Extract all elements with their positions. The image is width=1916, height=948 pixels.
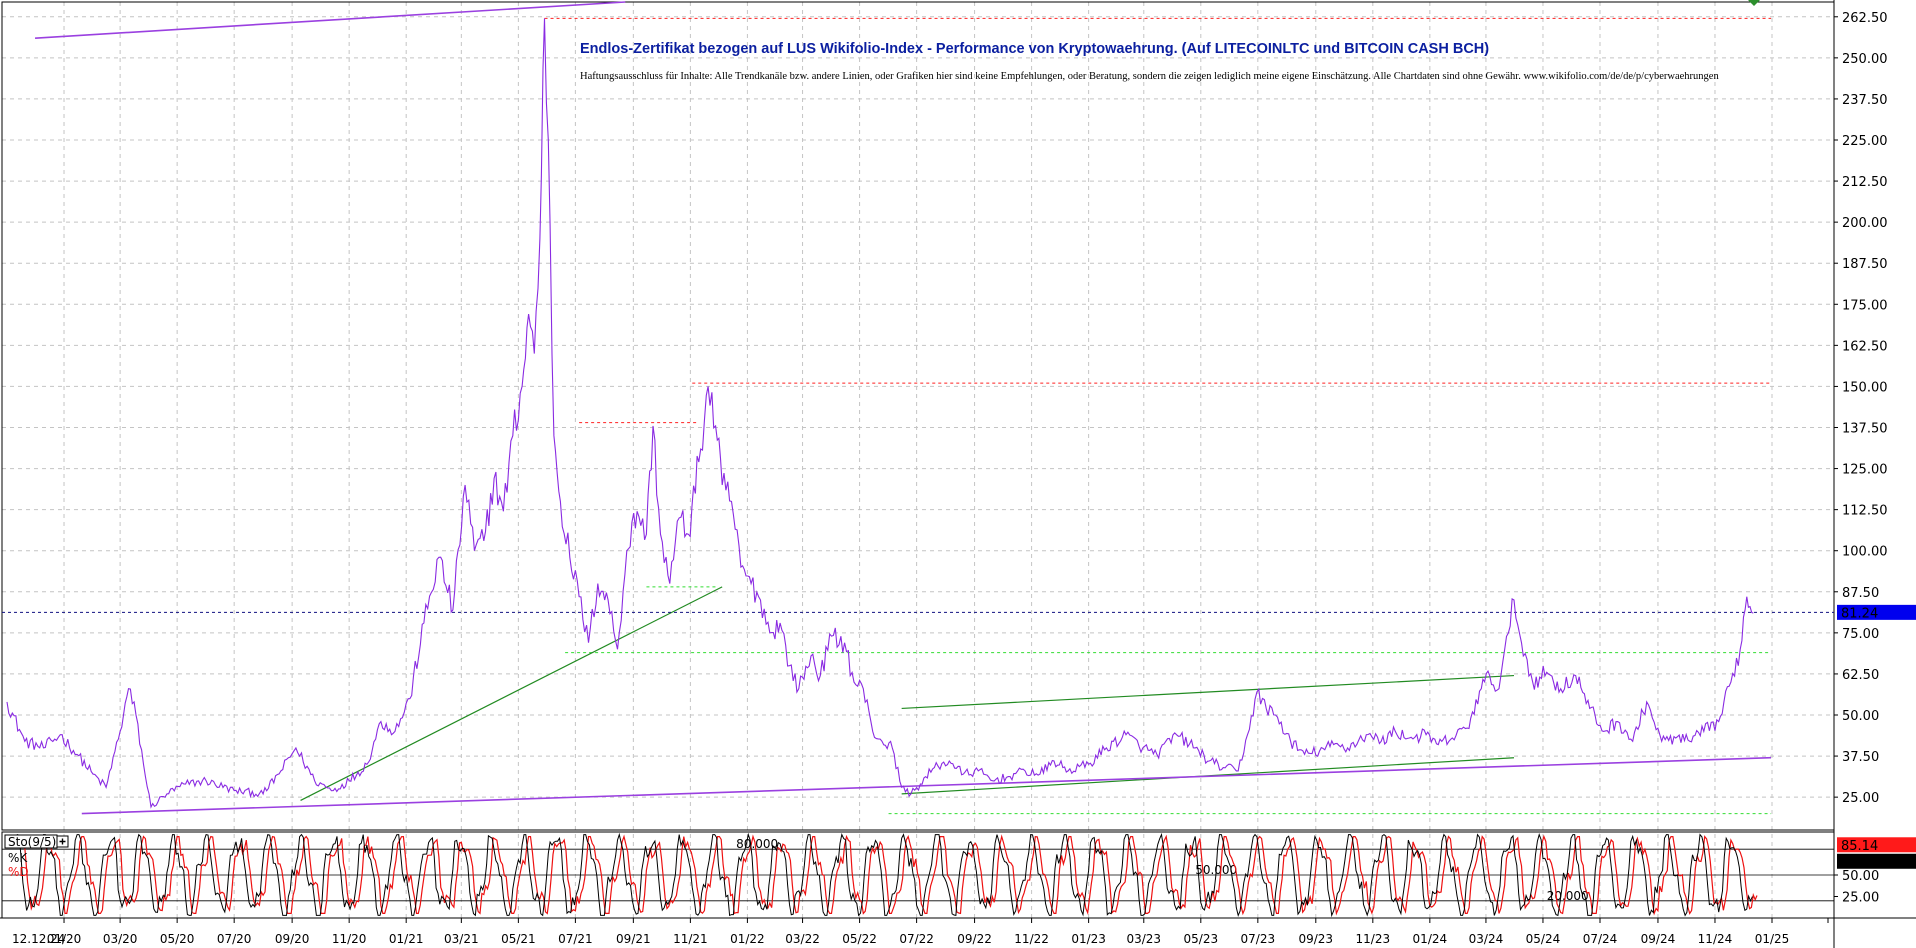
x-tick-label: 05/22 <box>842 932 877 946</box>
y-tick-label: 162.50 <box>1842 339 1888 354</box>
y-axis: 25.00 37.50 50.00 62.50 75.00 87.50 100.00 112.… <box>1834 11 1888 806</box>
y-tick-label: 25.00 <box>1842 791 1879 806</box>
x-tick-label: 05/20 <box>160 932 195 946</box>
last-value-badge <box>1837 604 1916 620</box>
trend-line <box>300 586 723 801</box>
x-tick-label: 11/22 <box>1014 932 1049 946</box>
stochastic-level-label: 20.000 <box>1547 889 1589 903</box>
x-tick-label: 07/22 <box>899 932 934 946</box>
x-tick-label: 11/21 <box>673 932 708 946</box>
x-tick-label: 11/20 <box>332 932 367 946</box>
chart-title: Endlos-Zertifikat bezogen auf LUS Wikifo… <box>580 41 1489 57</box>
y-tick-label: 212.50 <box>1842 175 1888 190</box>
x-tick-label: 09/23 <box>1298 932 1333 946</box>
chart-disclaimer: Haftungsausschluss für Inhalte: Alle Tre… <box>580 71 1719 82</box>
y-tick-label: 100.00 <box>1842 545 1888 560</box>
stochastic-k-value: 65.97 <box>1841 855 1878 870</box>
stochastic-d-label: %D <box>8 865 29 879</box>
y-tick-label: 262.50 <box>1842 11 1888 26</box>
x-tick-label: 07/21 <box>558 932 593 946</box>
stochastic-k-label: %K <box>8 851 28 865</box>
x-tick-label: 05/21 <box>501 932 536 946</box>
y-tick-label: 250.00 <box>1842 52 1888 67</box>
stochastic-d-badge <box>1837 837 1916 853</box>
x-tick-label: 09/21 <box>616 932 651 946</box>
stochastic-label: Sto(9/5) <box>8 835 56 849</box>
stochastic-d-line <box>19 834 1758 916</box>
x-tick-label: 09/24 <box>1641 932 1676 946</box>
chart-grid <box>2 2 1834 918</box>
channel-line <box>34 1 626 39</box>
y-tick-label: 75.00 <box>1842 627 1879 642</box>
top-marker-icon <box>1748 0 1760 6</box>
price-line <box>6 18 1754 809</box>
main-panel-border <box>1 1 1835 831</box>
chart-annotations <box>2 1 1834 815</box>
y-tick-label: 175.00 <box>1842 298 1888 313</box>
x-tick-label: 07/24 <box>1583 932 1618 946</box>
y-tick-label: 125.00 <box>1842 463 1888 478</box>
x-tick-label: 01/24 <box>1413 932 1448 946</box>
plus-icon <box>56 835 69 848</box>
x-tick-label: 01/20 <box>47 932 82 946</box>
x-tick-label: 09/20 <box>275 932 310 946</box>
y-tick-label: 37.50 <box>1842 750 1879 765</box>
y-tick-label: 50.00 <box>1842 709 1879 724</box>
x-first-label: 12.12.24 <box>12 932 65 946</box>
channel-line <box>81 756 1772 815</box>
y-tick-label: 150.00 <box>1842 380 1888 395</box>
stochastic-k-line <box>14 832 1753 918</box>
x-tick-label: 03/21 <box>444 932 479 946</box>
last-value-label: 81.24 <box>1841 606 1878 621</box>
x-tick-label: 09/22 <box>957 932 992 946</box>
x-tick-label: 01/22 <box>730 932 765 946</box>
x-tick-label: 11/23 <box>1356 932 1391 946</box>
x-tick-label: 03/22 <box>785 932 820 946</box>
plus-icon-glyph <box>59 838 66 845</box>
y-tick-label: 87.50 <box>1842 586 1879 601</box>
x-tick-label: 05/24 <box>1526 932 1561 946</box>
x-tick-label: 01/21 <box>389 932 424 946</box>
x-tick-label: 07/20 <box>217 932 252 946</box>
y-tick-label: 112.50 <box>1842 504 1888 519</box>
stochastic-d-value: 85.14 <box>1841 839 1878 854</box>
x-tick-label: 11/24 <box>1698 932 1733 946</box>
x-tick-label: 03/24 <box>1469 932 1504 946</box>
stochastic-tick-label: 25.00 <box>1842 891 1879 906</box>
y-tick-label: 137.50 <box>1842 422 1888 437</box>
y-tick-label: 225.00 <box>1842 134 1888 149</box>
x-tick-label: 03/23 <box>1126 932 1161 946</box>
x-tick-label: 03/20 <box>103 932 138 946</box>
x-tick-label: 01/23 <box>1071 932 1106 946</box>
x-tick-label: 05/23 <box>1184 932 1219 946</box>
stochastic-tick-label: 50.00 <box>1842 869 1879 884</box>
stochastic-panel: 80.00050.00020.00050.0025.0085.1465.97St… <box>2 832 1916 918</box>
stochastic-k-badge <box>1837 853 1916 869</box>
y-tick-label: 200.00 <box>1842 216 1888 231</box>
x-tick-label: 07/23 <box>1241 932 1276 946</box>
trend-line <box>901 674 1515 710</box>
x-tick-label: 01/25 <box>1755 932 1790 946</box>
y-tick-label: 237.50 <box>1842 93 1888 108</box>
y-tick-label: 62.50 <box>1842 668 1879 683</box>
x-axis: 01/20 03/20 05/20 07/20 09/20 11/20 01/21 03/21… <box>12 918 1829 946</box>
y-tick-label: 187.50 <box>1842 257 1888 272</box>
price-series <box>6 18 1754 809</box>
